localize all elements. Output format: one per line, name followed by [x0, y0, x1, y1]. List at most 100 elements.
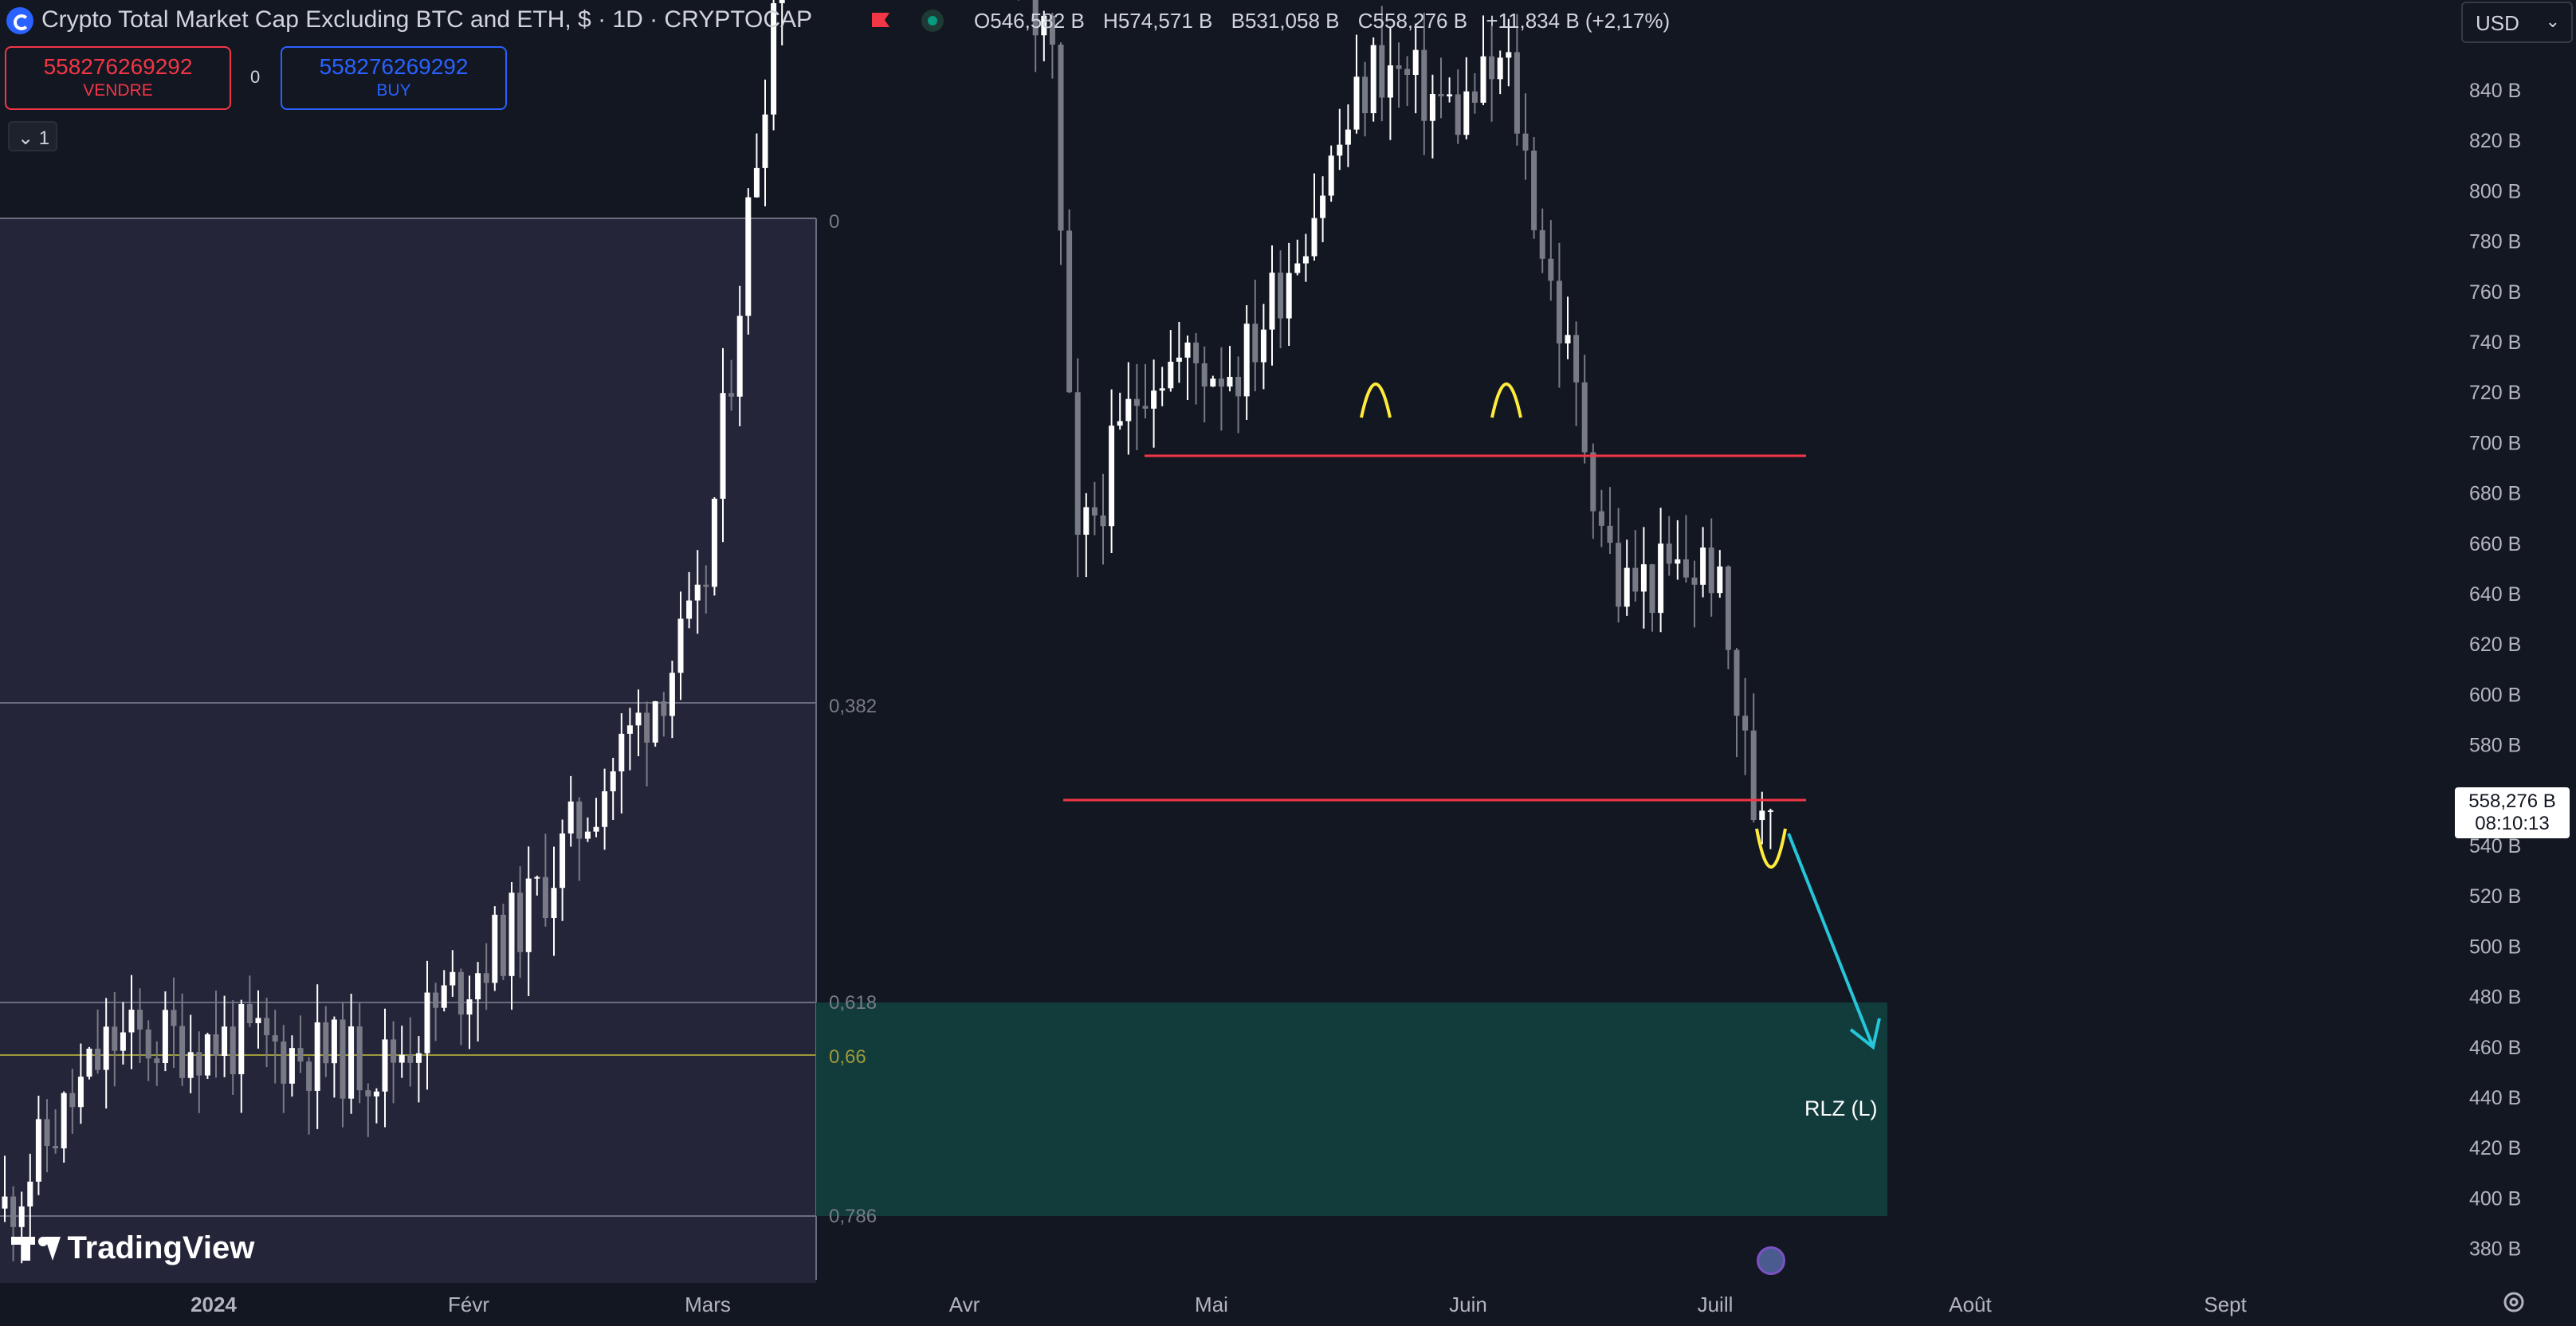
candle-body	[1168, 361, 1174, 389]
candle-body	[1286, 273, 1292, 319]
candle-body	[1151, 390, 1157, 409]
candle-series	[2, 0, 1773, 1264]
rlz-zone	[816, 1002, 1887, 1216]
candle-body	[1066, 230, 1073, 393]
candle-body	[27, 1181, 33, 1207]
candle-body	[711, 498, 717, 587]
candle-body	[1117, 421, 1123, 426]
sell-label: VENDRE	[83, 81, 153, 100]
candle-body	[661, 701, 667, 716]
time-axis[interactable]: 2024 Févr Mars Avr Mai Juin Juill Août Sept	[190, 1293, 2247, 1316]
candle-body	[1548, 258, 1554, 281]
candle-body	[86, 1048, 92, 1077]
candle-body	[1311, 218, 1317, 257]
chevron-down-icon: ⌄	[2545, 11, 2560, 31]
fib-label-066: 0,66	[829, 1046, 866, 1068]
settings-icon[interactable]	[2499, 1288, 2528, 1316]
market-status-icon[interactable]	[921, 10, 944, 32]
top-highlight-right	[1490, 382, 1522, 418]
candle-body	[103, 1026, 109, 1070]
symbol-title[interactable]: Crypto Total Market Cap Excluding BTC an…	[41, 6, 813, 33]
candle-body	[1278, 273, 1284, 319]
time-axis-label: Mai	[1195, 1293, 1228, 1316]
candle-body	[1125, 398, 1132, 422]
candle-body	[1159, 388, 1165, 391]
candle-body	[703, 584, 709, 587]
candle-body	[1598, 511, 1604, 526]
candle-body	[560, 833, 566, 889]
candle-body	[1471, 91, 1478, 103]
candle-body	[728, 393, 735, 397]
flag-icon[interactable]	[870, 11, 891, 30]
candle-body	[551, 888, 557, 919]
candle-body	[720, 393, 726, 499]
candle-body	[373, 1091, 379, 1096]
candle-body	[1649, 564, 1655, 614]
candle-body	[1041, 15, 1047, 36]
candle-body	[694, 584, 701, 601]
candle-body	[1675, 559, 1681, 564]
projection-arrow[interactable]	[1787, 833, 1875, 1048]
price-axis[interactable]: 840 B 820 B 800 B 780 B 760 B 740 B 720 B 700 B…	[2469, 80, 2521, 1261]
price-axis-label: 480 B	[2469, 987, 2521, 1009]
tradingview-logo-icon	[11, 1235, 61, 1262]
indicator-layers-toggle[interactable]: ⌄ 1	[8, 121, 57, 151]
candle-body	[154, 1058, 160, 1064]
candle-body	[1640, 564, 1647, 592]
fib-label-0: 0	[829, 211, 839, 233]
price-axis-label: 820 B	[2469, 130, 2521, 152]
price-axis-label: 580 B	[2469, 735, 2521, 757]
layers-count: 1	[38, 128, 50, 149]
bottom-highlight	[1755, 828, 1787, 869]
candle-body	[1497, 57, 1503, 80]
candle-body	[1632, 567, 1639, 592]
price-axis-label: 760 B	[2469, 281, 2521, 304]
ohlc-open-key: O	[974, 9, 991, 33]
candle-body	[475, 973, 481, 1000]
price-axis-label: 540 B	[2469, 835, 2521, 857]
candle-body	[1489, 56, 1495, 80]
candle-body	[128, 1010, 135, 1033]
candle-body	[382, 1039, 388, 1092]
candle-body	[1109, 426, 1115, 527]
candle-body	[145, 1029, 151, 1059]
candle-body	[1387, 65, 1393, 98]
candle-body	[1666, 543, 1672, 564]
candle-body	[753, 167, 760, 198]
candle-body	[745, 197, 752, 316]
candle-body	[584, 831, 591, 839]
fib-label-0382: 0,382	[829, 696, 877, 717]
price-axis-label: 440 B	[2469, 1087, 2521, 1109]
buy-button[interactable]: 558276269292 BUY	[281, 46, 507, 110]
tradingview-logo[interactable]: TradingView	[11, 1230, 255, 1265]
candle-body	[1438, 94, 1444, 96]
time-axis-label: Juin	[1449, 1293, 1487, 1316]
time-axis-label: Avr	[949, 1293, 980, 1316]
sell-button[interactable]: 558276269292 VENDRE	[5, 46, 231, 110]
candle-body	[1049, 15, 1055, 45]
candle-body	[1616, 543, 1622, 607]
last-price-value: 558,276 B	[2468, 790, 2556, 812]
candle-body	[644, 712, 650, 743]
candle-body	[1083, 507, 1090, 536]
symbol-logo-icon[interactable]	[6, 7, 33, 34]
currency-select[interactable]: USD ⌄	[2461, 2, 2573, 43]
price-axis-label: 620 B	[2469, 634, 2521, 656]
us-flag-icon[interactable]	[1757, 1246, 1785, 1275]
candle-body	[196, 1052, 202, 1076]
candle-body	[492, 914, 498, 983]
price-axis-label: 840 B	[2469, 80, 2521, 102]
event-marker-icon[interactable]	[1790, 1246, 1819, 1275]
candle-body	[407, 1054, 414, 1063]
candle-body	[1218, 379, 1224, 387]
candle-body	[1320, 195, 1326, 218]
candle-body	[323, 1022, 329, 1064]
candle-body	[1396, 65, 1402, 69]
branding-text: TradingView	[67, 1230, 255, 1265]
candle-body	[399, 1054, 405, 1063]
candle-body	[77, 1077, 84, 1108]
economic-events[interactable]	[1757, 1246, 1828, 1275]
candle-body	[120, 1032, 126, 1051]
candle-body	[1759, 810, 1765, 821]
